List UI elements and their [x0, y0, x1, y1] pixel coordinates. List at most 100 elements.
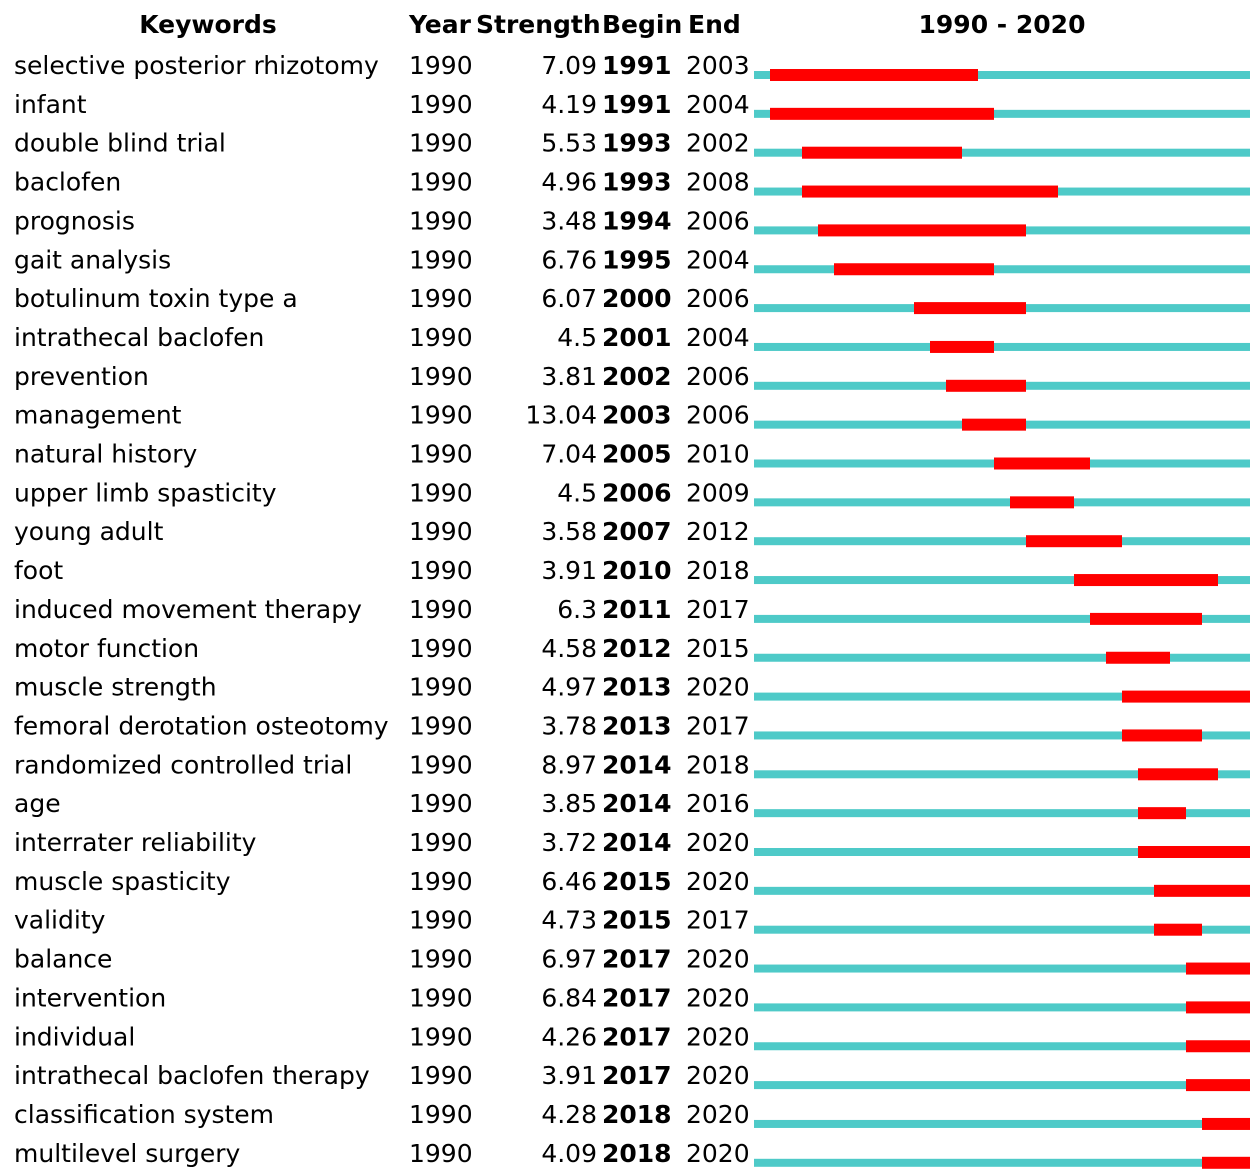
header: Year: [408, 10, 472, 39]
end: 2015: [686, 634, 750, 663]
burst-bar: [1090, 612, 1202, 625]
keyword: intervention: [14, 983, 166, 1012]
year: 1990: [409, 1100, 473, 1129]
keyword: induced movement therapy: [14, 595, 362, 624]
burst-bar: [1202, 1156, 1250, 1169]
year: 1990: [409, 634, 473, 663]
burst-bar: [1122, 729, 1202, 742]
end: 2020: [686, 1022, 750, 1051]
strength: 6.46: [541, 867, 597, 896]
begin: 2001: [602, 323, 672, 352]
range-header: 1990 - 2020: [919, 10, 1086, 39]
begin: 2018: [602, 1100, 672, 1129]
strength: 4.28: [541, 1100, 597, 1129]
burst-bar: [1186, 1001, 1250, 1014]
year: 1990: [409, 362, 473, 391]
year: 1990: [409, 1022, 473, 1051]
begin: 2017: [602, 983, 672, 1012]
begin: 1993: [602, 129, 672, 158]
year: 1990: [409, 517, 473, 546]
keyword: motor function: [14, 634, 199, 663]
begin: 2015: [602, 906, 672, 935]
year: 1990: [409, 711, 473, 740]
keyword: prognosis: [14, 206, 135, 235]
strength: 6.97: [541, 945, 597, 974]
end: 2009: [686, 478, 750, 507]
end: 2020: [686, 828, 750, 857]
burst-bar: [1138, 807, 1186, 820]
end: 2020: [686, 673, 750, 702]
timeline: [754, 1081, 1250, 1090]
begin: 2015: [602, 867, 672, 896]
burst-bar: [1138, 768, 1218, 781]
year: 1990: [409, 323, 473, 352]
burst-bar: [1186, 962, 1250, 975]
strength: 4.19: [541, 90, 597, 119]
end: 2010: [686, 440, 750, 469]
timeline: [754, 1003, 1250, 1012]
end: 2018: [686, 556, 750, 585]
strength: 4.26: [541, 1022, 597, 1051]
strength: 6.3: [557, 595, 597, 624]
timeline: [754, 1119, 1250, 1128]
burst-bar: [914, 302, 1026, 315]
end: 2020: [686, 1100, 750, 1129]
keyword: upper limb spasticity: [14, 478, 277, 507]
strength: 7.09: [541, 51, 597, 80]
strength: 3.48: [541, 206, 597, 235]
begin: 2014: [602, 750, 672, 779]
strength: 4.09: [541, 1139, 597, 1168]
burst-bar: [930, 340, 994, 353]
strength: 4.97: [541, 673, 597, 702]
begin: 2010: [602, 556, 672, 585]
year: 1990: [409, 90, 473, 119]
begin: 2012: [602, 634, 672, 663]
timeline: [754, 886, 1250, 895]
timeline: [754, 148, 1250, 157]
end: 2017: [686, 595, 750, 624]
end: 2006: [686, 284, 750, 313]
keyword: age: [14, 789, 61, 818]
keyword: prevention: [14, 362, 149, 391]
keyword: botulinum toxin type a: [14, 284, 298, 313]
strength: 3.91: [541, 1061, 597, 1090]
timeline: [754, 770, 1250, 779]
strength: 3.85: [541, 789, 597, 818]
strength: 3.78: [541, 711, 597, 740]
begin: 2017: [602, 945, 672, 974]
year: 1990: [409, 401, 473, 430]
keyword: foot: [14, 556, 63, 585]
strength: 4.73: [541, 906, 597, 935]
begin: 2017: [602, 1022, 672, 1051]
end: 2020: [686, 867, 750, 896]
year: 1990: [409, 245, 473, 274]
strength: 3.72: [541, 828, 597, 857]
year: 1990: [409, 1061, 473, 1090]
keyword: intrathecal baclofen: [14, 323, 264, 352]
end: 2004: [686, 323, 750, 352]
burst-bar: [1106, 651, 1170, 664]
burst-bar: [1138, 846, 1250, 858]
burst-bar: [1154, 923, 1202, 936]
year: 1990: [409, 750, 473, 779]
burst-bar: [1010, 496, 1074, 509]
begin: 2006: [602, 478, 672, 507]
burst-bar: [1154, 884, 1250, 897]
begin: 2005: [602, 440, 672, 469]
begin: 2000: [602, 284, 672, 313]
timeline: [754, 537, 1250, 546]
begin: 2013: [602, 673, 672, 702]
begin: 2013: [602, 711, 672, 740]
burst-bar: [834, 263, 994, 276]
end: 2020: [686, 983, 750, 1012]
timeline: [754, 692, 1250, 701]
keyword: randomized controlled trial: [14, 750, 352, 779]
begin: 1994: [602, 206, 672, 235]
burst-bar: [802, 146, 962, 159]
timeline: [754, 653, 1250, 662]
begin: 2018: [602, 1139, 672, 1168]
burst-bar: [946, 379, 1026, 392]
year: 1990: [409, 478, 473, 507]
strength: 4.5: [557, 323, 597, 352]
year: 1990: [409, 206, 473, 235]
